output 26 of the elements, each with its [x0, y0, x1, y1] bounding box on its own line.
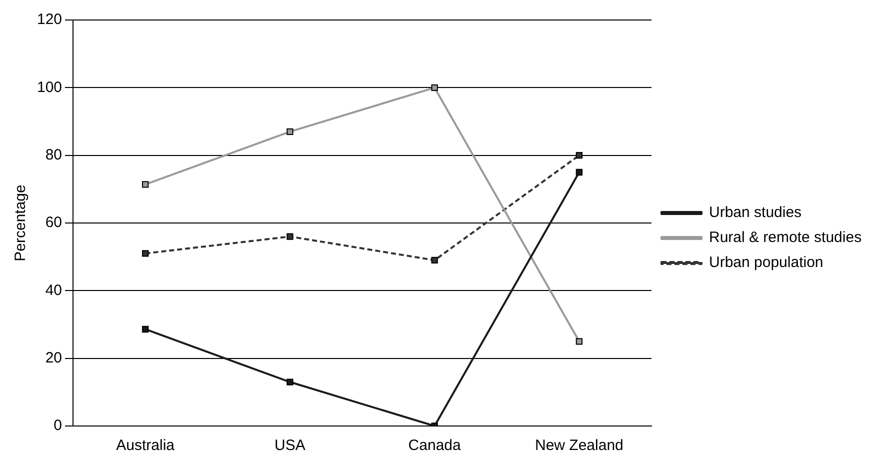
- y-tick-label: 40: [45, 282, 62, 299]
- y-tick-label: 100: [36, 78, 62, 96]
- point: [431, 256, 438, 264]
- y-tick-label: 60: [45, 214, 62, 232]
- point: [142, 181, 149, 188]
- point: [286, 128, 294, 135]
- point: [576, 338, 583, 345]
- point: [431, 84, 438, 91]
- x-tick-label: Australia: [116, 437, 176, 454]
- x-tick-label: New Zealand: [534, 437, 624, 454]
- x-tick-label: USA: [274, 437, 306, 454]
- point: [576, 152, 583, 159]
- point: [286, 378, 294, 386]
- point: [142, 250, 149, 257]
- point: [576, 168, 583, 176]
- legend-label: Rural & remote studies: [709, 229, 862, 246]
- y-tick-label: 80: [45, 146, 62, 164]
- legend-label: Urban studies: [709, 204, 802, 222]
- point: [286, 233, 294, 240]
- legend-label: Urban population: [709, 254, 824, 272]
- y-tick-label: 20: [45, 349, 62, 366]
- y-tick-label: 0: [54, 417, 62, 434]
- point: [142, 326, 149, 333]
- y-tick-label: 120: [36, 11, 62, 28]
- y-axis-title: Percentage: [12, 184, 30, 262]
- x-tick-label: Canada: [408, 437, 462, 454]
